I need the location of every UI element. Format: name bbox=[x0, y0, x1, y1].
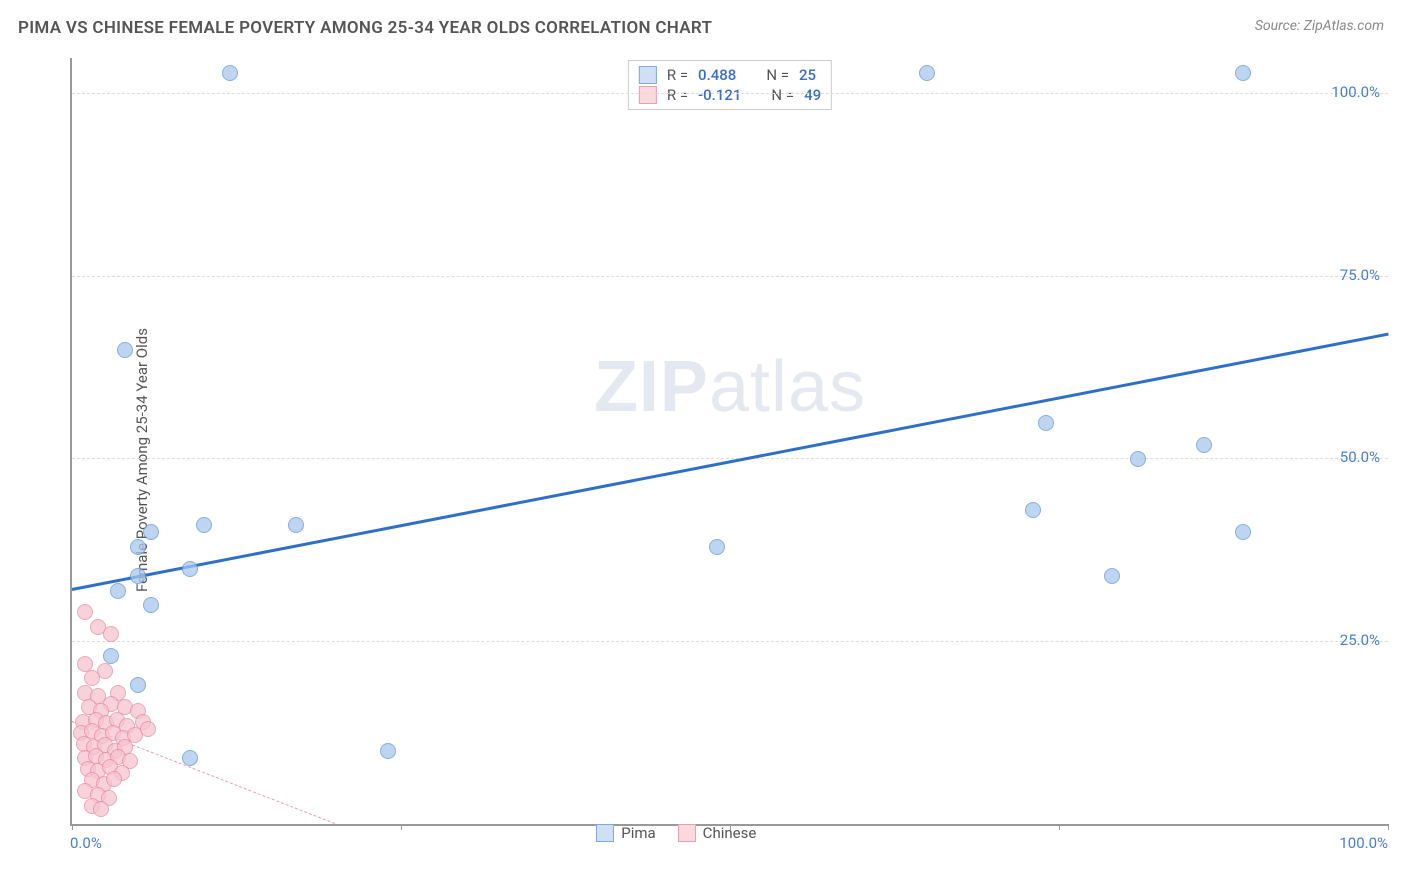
data-point-pima bbox=[182, 561, 198, 577]
data-point-chinese bbox=[77, 656, 93, 672]
gridline bbox=[72, 276, 1388, 277]
legend-label: Chinese bbox=[703, 824, 757, 842]
chart-title: PIMA VS CHINESE FEMALE POVERTY AMONG 25-… bbox=[18, 18, 712, 38]
data-point-chinese bbox=[93, 801, 109, 817]
data-point-chinese bbox=[77, 604, 93, 620]
gridline bbox=[72, 641, 1388, 642]
data-point-pima bbox=[1235, 524, 1251, 540]
data-point-chinese bbox=[84, 670, 100, 686]
n-label: N = bbox=[771, 86, 794, 104]
data-point-pima bbox=[130, 568, 146, 584]
r-value: 0.488 bbox=[698, 66, 736, 84]
data-point-pima bbox=[143, 524, 159, 540]
legend-swatch bbox=[678, 824, 696, 842]
y-tick-label: 25.0% bbox=[1340, 631, 1380, 649]
data-point-pima bbox=[143, 597, 159, 613]
data-point-pima bbox=[380, 743, 396, 759]
gridline bbox=[72, 93, 1388, 94]
data-point-chinese bbox=[106, 771, 122, 787]
data-point-pima bbox=[117, 342, 133, 358]
data-point-pima bbox=[1130, 451, 1146, 467]
data-point-pima bbox=[919, 65, 935, 81]
data-point-pima bbox=[196, 517, 212, 533]
y-tick-label: 100.0% bbox=[1331, 83, 1380, 101]
data-point-pima bbox=[130, 539, 146, 555]
data-point-pima bbox=[1025, 502, 1041, 518]
y-tick-label: 75.0% bbox=[1340, 266, 1380, 284]
y-tick-label: 50.0% bbox=[1340, 448, 1380, 466]
x-tick-mark bbox=[1388, 824, 1389, 830]
data-point-pima bbox=[1196, 437, 1212, 453]
gridline bbox=[72, 458, 1388, 459]
series-legend-item: Chinese bbox=[678, 824, 757, 842]
n-value: 49 bbox=[804, 86, 821, 104]
n-value: 25 bbox=[799, 66, 816, 84]
chart-container: Female Poverty Among 25-34 Year Olds ZIP… bbox=[52, 58, 1388, 862]
x-axis: 0.0% PimaChinese 100.0% bbox=[70, 830, 1388, 852]
watermark: ZIPatlas bbox=[594, 346, 866, 428]
r-value: -0.121 bbox=[698, 86, 741, 104]
legend-swatch bbox=[596, 824, 614, 842]
source-attribution: Source: ZipAtlas.com bbox=[1255, 18, 1384, 34]
series-legend: Pima Chinese bbox=[596, 824, 756, 842]
data-point-pima bbox=[288, 517, 304, 533]
data-point-pima bbox=[103, 648, 119, 664]
data-point-pima bbox=[1235, 65, 1251, 81]
scatter-plot: ZIPatlas R = 0.488 N = 25 R = -0.121 N = 49… bbox=[70, 58, 1388, 826]
legend-swatch bbox=[639, 66, 657, 84]
data-point-pima bbox=[182, 750, 198, 766]
data-point-pima bbox=[1104, 568, 1120, 584]
regression-line-pima bbox=[72, 332, 1389, 590]
r-label: R = bbox=[667, 86, 688, 104]
correlation-legend: R = 0.488 N = 25 R = -0.121 N = 49 bbox=[628, 60, 832, 110]
x-axis-max-label: 100.0% bbox=[1339, 834, 1388, 852]
correlation-legend-row: R = 0.488 N = 25 bbox=[639, 65, 821, 85]
x-axis-min-label: 0.0% bbox=[70, 834, 102, 852]
legend-swatch bbox=[639, 86, 657, 104]
correlation-legend-row: R = -0.121 N = 49 bbox=[639, 85, 821, 105]
legend-label: Pima bbox=[621, 824, 655, 842]
data-point-chinese bbox=[140, 721, 156, 737]
data-point-chinese bbox=[103, 626, 119, 642]
data-point-pima bbox=[110, 583, 126, 599]
data-point-pima bbox=[709, 539, 725, 555]
data-point-pima bbox=[1038, 415, 1054, 431]
n-label: N = bbox=[766, 66, 789, 84]
r-label: R = bbox=[667, 66, 688, 84]
series-legend-item: Pima bbox=[596, 824, 655, 842]
data-point-pima bbox=[222, 65, 238, 81]
data-point-pima bbox=[130, 677, 146, 693]
